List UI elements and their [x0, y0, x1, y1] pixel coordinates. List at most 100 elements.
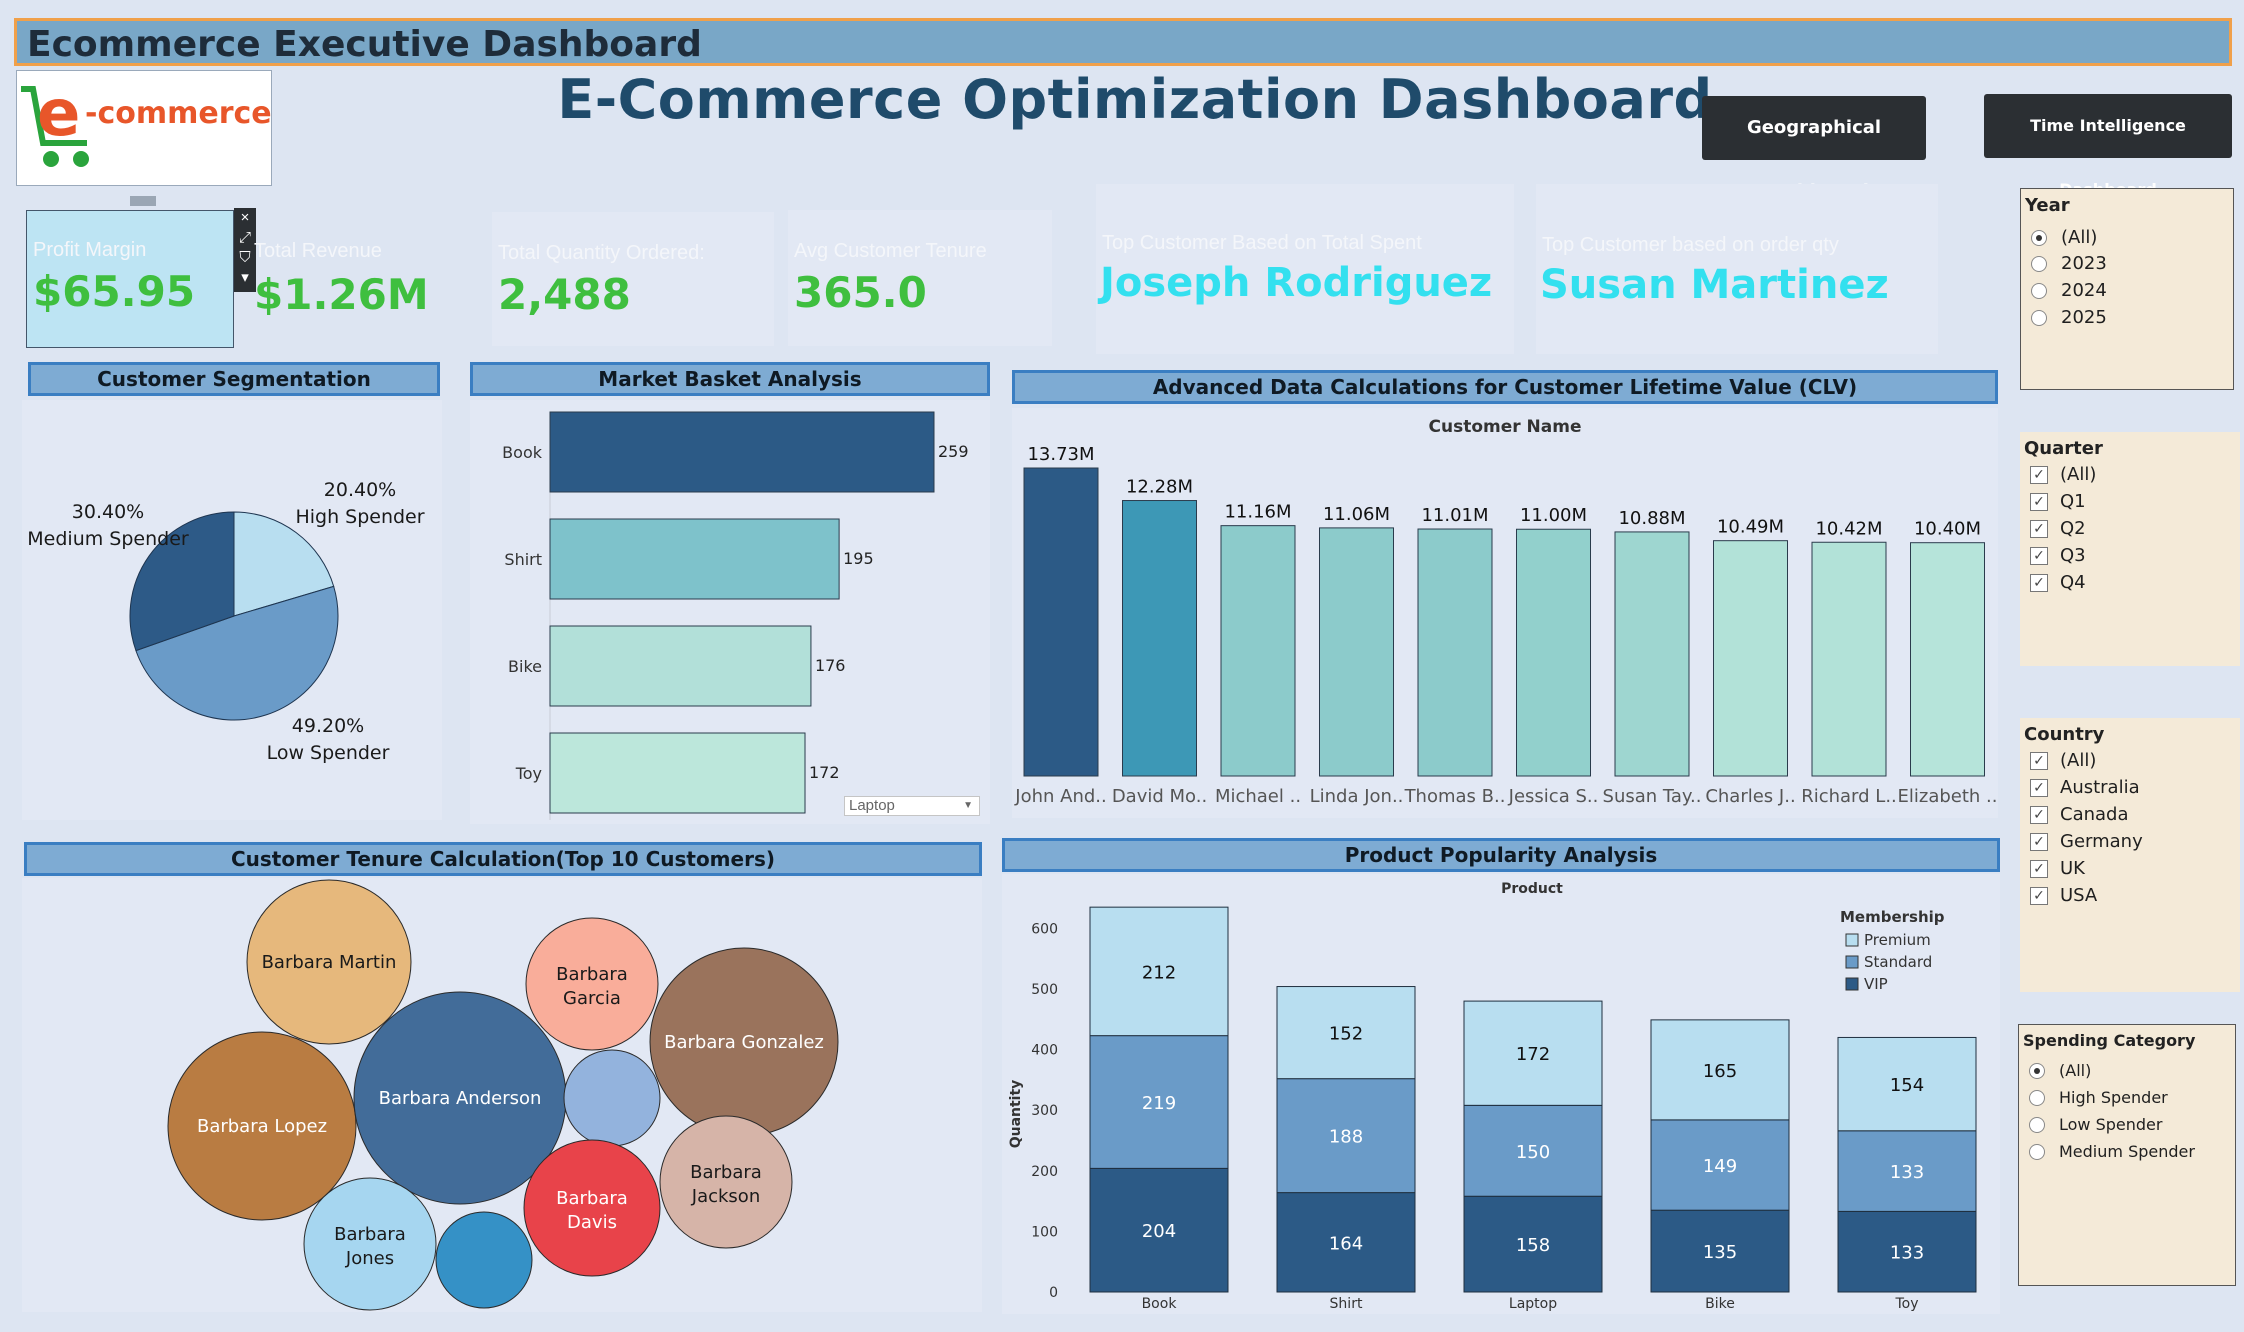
tenure-bubble[interactable] [303, 1177, 437, 1311]
popularity-chart-title: Product [1501, 881, 1563, 897]
checkbox-checked[interactable]: ✓ [2030, 492, 2048, 511]
bubble-label: Garcia [563, 988, 621, 1009]
clv-bar[interactable] [1220, 525, 1296, 777]
checkbox-checked[interactable]: ✓ [2030, 778, 2048, 797]
radio[interactable] [2029, 1089, 2045, 1106]
close-icon[interactable]: × [240, 209, 250, 226]
popularity-stacked-chart[interactable]: Product 0 100 200 300 400 500 600 Quantity 204 219… [1002, 874, 2000, 1314]
stack-segment-premium[interactable] [1650, 1019, 1790, 1121]
kpi-toolbar[interactable]: × ⤢ ⛉ ▾ [234, 208, 256, 292]
checkbox-checked[interactable]: ✓ [2030, 832, 2048, 851]
tenure-bubble[interactable] [523, 1139, 661, 1277]
clv-bar[interactable] [1122, 500, 1197, 777]
checkbox-checked[interactable]: ✓ [2030, 519, 2048, 538]
tenure-bubble[interactable] [659, 1115, 793, 1249]
year-option-all[interactable]: (All) [2031, 227, 2097, 248]
clv-bar[interactable] [1713, 540, 1788, 777]
stack-segment-premium[interactable] [1089, 906, 1229, 1037]
year-option-2024[interactable]: 2024 [2031, 280, 2107, 301]
stack-segment-vip[interactable] [1089, 1167, 1229, 1293]
basket-bar-chart[interactable]: Book 259 Shirt 195 Bike 176 Toy 172 [470, 400, 990, 824]
time-intelligence-dashboard-button[interactable]: Time Intelligence Dashboard [1984, 94, 2232, 199]
tenure-bubble[interactable] [563, 1049, 661, 1147]
clv-chart-title: Customer Name [1429, 417, 1582, 437]
country-option-germany[interactable]: ✓ Germany [2030, 831, 2143, 852]
stack-segment-vip[interactable] [1276, 1192, 1416, 1293]
quarter-option-q1[interactable]: ✓ Q1 [2030, 491, 2086, 512]
radio[interactable] [2029, 1143, 2045, 1160]
clv-bar[interactable] [1023, 467, 1099, 777]
stack-segment-standard[interactable] [1837, 1130, 1977, 1212]
stack-segment-premium[interactable] [1463, 1000, 1603, 1106]
stack-segment-standard[interactable] [1089, 1035, 1229, 1169]
quarter-option-q3[interactable]: ✓ Q3 [2030, 545, 2086, 566]
radio[interactable] [2031, 255, 2047, 272]
checkbox-checked[interactable]: ✓ [2030, 805, 2048, 824]
basket-bar-shirt[interactable] [549, 518, 840, 600]
clv-bar-chart[interactable]: Customer Name 13.73M John And.. 12.28M David… [1012, 408, 1998, 818]
checkbox-checked[interactable]: ✓ [2030, 546, 2048, 565]
checkbox-checked[interactable]: ✓ [2030, 859, 2048, 878]
clv-bar[interactable] [1319, 527, 1394, 777]
expand-icon[interactable]: ⤢ [238, 229, 251, 246]
year-option-2025[interactable]: 2025 [2031, 307, 2107, 328]
quarter-option-q2[interactable]: ✓ Q2 [2030, 518, 2086, 539]
basket-bar-toy[interactable] [549, 732, 806, 814]
spending-option-medium[interactable]: Medium Spender [2029, 1142, 2195, 1161]
product-dropdown[interactable]: Laptop ▼ [844, 796, 980, 816]
clv-bar[interactable] [1910, 542, 1985, 777]
pie-slice-high-spender[interactable] [233, 511, 335, 617]
checkbox-checked[interactable]: ✓ [2030, 886, 2048, 905]
quarter-option-q4[interactable]: ✓ Q4 [2030, 572, 2086, 593]
country-option-australia[interactable]: ✓ Australia [2030, 777, 2140, 798]
more-options-icon[interactable]: ▾ [241, 269, 249, 286]
tenure-bubble-chart[interactable]: Barbara Martin Barbara Garcia Barbara Gonza… [22, 878, 982, 1312]
tenure-bubble[interactable] [435, 1211, 533, 1309]
kpi-total-revenue: Total Revenue $1.26M [248, 210, 468, 348]
stack-value-label: 219 [1142, 1093, 1176, 1114]
basket-bar-bike[interactable] [549, 625, 812, 707]
tenure-bubble[interactable] [167, 1031, 357, 1221]
clv-bar[interactable] [1516, 528, 1591, 777]
stack-segment-vip[interactable] [1837, 1210, 1977, 1293]
quarter-option-all[interactable]: ✓ (All) [2030, 464, 2096, 485]
stack-segment-vip[interactable] [1463, 1195, 1603, 1293]
basket-bar-book[interactable] [549, 411, 935, 493]
radio[interactable] [2031, 309, 2047, 326]
segmentation-pie-chart[interactable]: 20.40% High Spender 49.20% Low Spender 30.40… [22, 400, 442, 820]
kpi-profit-margin[interactable]: Profit Margin $65.95 [26, 210, 234, 348]
radio-selected[interactable] [2029, 1062, 2045, 1079]
year-option-2023[interactable]: 2023 [2031, 253, 2107, 274]
stack-segment-premium[interactable] [1837, 1036, 1977, 1132]
radio[interactable] [2029, 1116, 2045, 1133]
pie-slice-medium-spender[interactable] [129, 511, 235, 652]
stack-segment-premium[interactable] [1276, 986, 1416, 1080]
stack-segment-standard[interactable] [1463, 1104, 1603, 1197]
option-label: Germany [2060, 831, 2143, 852]
clv-value-label: 10.42M [1815, 518, 1882, 539]
country-option-canada[interactable]: ✓ Canada [2030, 804, 2129, 825]
filter-icon[interactable]: ⛉ [239, 249, 251, 266]
clv-bar[interactable] [1811, 541, 1887, 777]
country-option-usa[interactable]: ✓ USA [2030, 885, 2097, 906]
radio-selected[interactable] [2031, 229, 2047, 246]
geographical-dashboard-button[interactable]: Geographical Dashboard [1702, 96, 1926, 202]
checkbox-checked[interactable]: ✓ [2030, 751, 2048, 770]
tenure-bubble[interactable] [525, 917, 659, 1051]
checkbox-checked[interactable]: ✓ [2030, 465, 2048, 484]
drag-handle[interactable] [130, 196, 156, 206]
spending-option-all[interactable]: (All) [2029, 1061, 2091, 1080]
checkbox-checked[interactable]: ✓ [2030, 573, 2048, 592]
spending-option-low[interactable]: Low Spender [2029, 1115, 2162, 1134]
clv-bar[interactable] [1614, 531, 1690, 777]
stack-segment-standard[interactable] [1650, 1119, 1790, 1211]
clv-bar[interactable] [1417, 528, 1493, 777]
tenure-bubble[interactable] [246, 879, 412, 1045]
spending-option-high[interactable]: High Spender [2029, 1088, 2168, 1107]
country-option-uk[interactable]: ✓ UK [2030, 858, 2085, 879]
country-filter-title: Country [2024, 724, 2105, 745]
country-option-all[interactable]: ✓ (All) [2030, 750, 2096, 771]
radio[interactable] [2031, 282, 2047, 299]
stack-segment-standard[interactable] [1276, 1078, 1416, 1194]
pie-slice-low-spender[interactable] [135, 585, 339, 721]
